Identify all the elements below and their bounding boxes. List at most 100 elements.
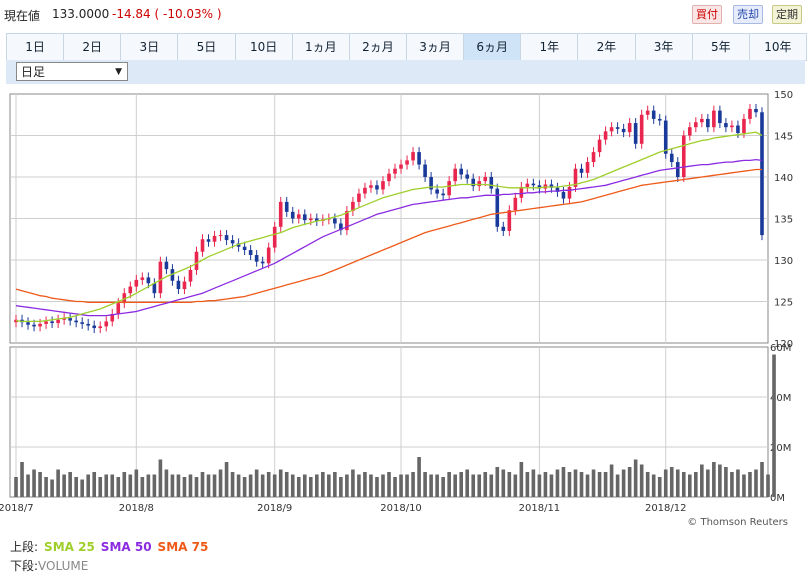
candle-body	[681, 135, 686, 177]
interval-select[interactable]: 日足 ▼	[16, 62, 128, 81]
volume-bar	[363, 472, 367, 497]
volume-bar	[194, 477, 199, 497]
volume-bar	[525, 472, 530, 497]
candle-body	[357, 193, 361, 202]
volume-bar	[212, 474, 217, 497]
period-tab-8[interactable]: 6ヵ月	[464, 34, 522, 60]
volume-bar	[302, 474, 307, 497]
sell-button[interactable]: 売却	[733, 5, 763, 24]
volume-bar	[748, 472, 752, 497]
sma50-line	[15, 158, 763, 317]
volume-bar	[417, 457, 421, 497]
volume-bar	[700, 464, 704, 497]
x-tick-label: 2018/9	[257, 503, 292, 514]
candle-body	[423, 164, 427, 177]
candle-body	[345, 211, 349, 231]
period-tab-3[interactable]: 5日	[178, 34, 236, 60]
period-tab-10[interactable]: 2年	[578, 34, 636, 60]
period-tab-13[interactable]: 10年	[764, 40, 792, 54]
candle-body	[369, 185, 373, 188]
volume-bar	[549, 474, 554, 497]
period-tab-7[interactable]: 3ヵ月	[407, 34, 465, 60]
candle-body	[633, 123, 638, 144]
candle-body	[188, 269, 193, 282]
candle-body	[579, 168, 584, 173]
candle-body	[296, 214, 301, 219]
candle-body	[754, 108, 758, 113]
volume-bar	[20, 462, 24, 497]
period-tab-6[interactable]: 2ヵ月	[350, 34, 407, 60]
regular-investment-button[interactable]: 定期	[772, 5, 802, 24]
volume-bar	[754, 469, 758, 497]
candle-body	[200, 239, 205, 252]
candle-body	[537, 185, 542, 189]
volume-bar	[387, 472, 391, 497]
candle-body	[567, 186, 572, 199]
candle-body	[483, 177, 488, 182]
volume-bar	[718, 464, 722, 497]
candle-body	[182, 281, 187, 290]
price-tick-label: 130	[774, 256, 793, 267]
x-tick-label: 2018/11	[519, 503, 561, 514]
volume-bar	[772, 354, 776, 497]
candle-body	[206, 239, 211, 242]
candle-body	[254, 255, 259, 262]
volume-bar	[730, 472, 734, 497]
candle-body	[212, 235, 217, 242]
volume-bar	[14, 477, 18, 497]
candle-body	[748, 108, 752, 119]
volume-bar	[579, 472, 584, 497]
volume-bar	[284, 472, 289, 497]
volume-bar	[423, 472, 427, 497]
volume-bar	[32, 469, 36, 497]
period-tab-12[interactable]: 5年	[693, 34, 750, 60]
candle-body	[585, 162, 590, 173]
candle-body	[706, 118, 710, 128]
candle-body	[236, 243, 241, 247]
period-tab-1[interactable]: 2日	[64, 34, 122, 60]
volume-bar	[38, 472, 42, 497]
candle-body	[290, 211, 295, 219]
volume-bar	[152, 474, 157, 497]
volume-bar	[537, 474, 542, 497]
candle-body	[44, 321, 48, 324]
volume-bar	[339, 477, 343, 497]
legend-upper: 上段: SMA 25 SMA 50 SMA 75	[10, 538, 214, 555]
candle-body	[513, 197, 518, 211]
legend-sma50: SMA 50	[100, 540, 152, 554]
period-tab-4[interactable]: 10日	[236, 34, 293, 60]
candle-body	[495, 188, 500, 227]
buy-button[interactable]: 買付	[692, 5, 722, 24]
volume-bar	[218, 469, 223, 497]
candle-body	[393, 168, 397, 174]
volume-bar	[603, 472, 608, 497]
period-tab-9[interactable]: 1年	[521, 34, 579, 60]
legend-upper-label: 上段:	[10, 540, 39, 554]
volume-bar	[146, 474, 151, 497]
credit-text: © Thomson Reuters	[687, 517, 788, 528]
volume-bar	[327, 474, 331, 497]
volume-bar	[597, 472, 602, 497]
period-tab-0[interactable]: 1日	[7, 34, 65, 60]
volume-bar	[74, 477, 78, 497]
candle-body	[399, 164, 403, 169]
volume-bar	[254, 469, 259, 497]
price-tick-label: 145	[774, 132, 793, 143]
volume-bar	[633, 459, 638, 497]
volume-bar	[26, 474, 30, 497]
volume-bar	[236, 474, 241, 497]
volume-bar	[56, 469, 60, 497]
period-tab-5[interactable]: 1ヵ月	[293, 34, 350, 60]
candle-body	[663, 120, 668, 154]
candle-body	[80, 322, 84, 324]
candle-body	[405, 160, 409, 165]
volume-bar	[742, 474, 746, 497]
volume-bar	[766, 474, 770, 497]
candle-body	[68, 318, 72, 321]
candle-body	[712, 110, 716, 128]
period-tab-2[interactable]: 3日	[121, 34, 179, 60]
period-tab-11[interactable]: 3年	[636, 34, 693, 60]
volume-bar	[760, 462, 764, 497]
volume-bar	[345, 474, 349, 497]
